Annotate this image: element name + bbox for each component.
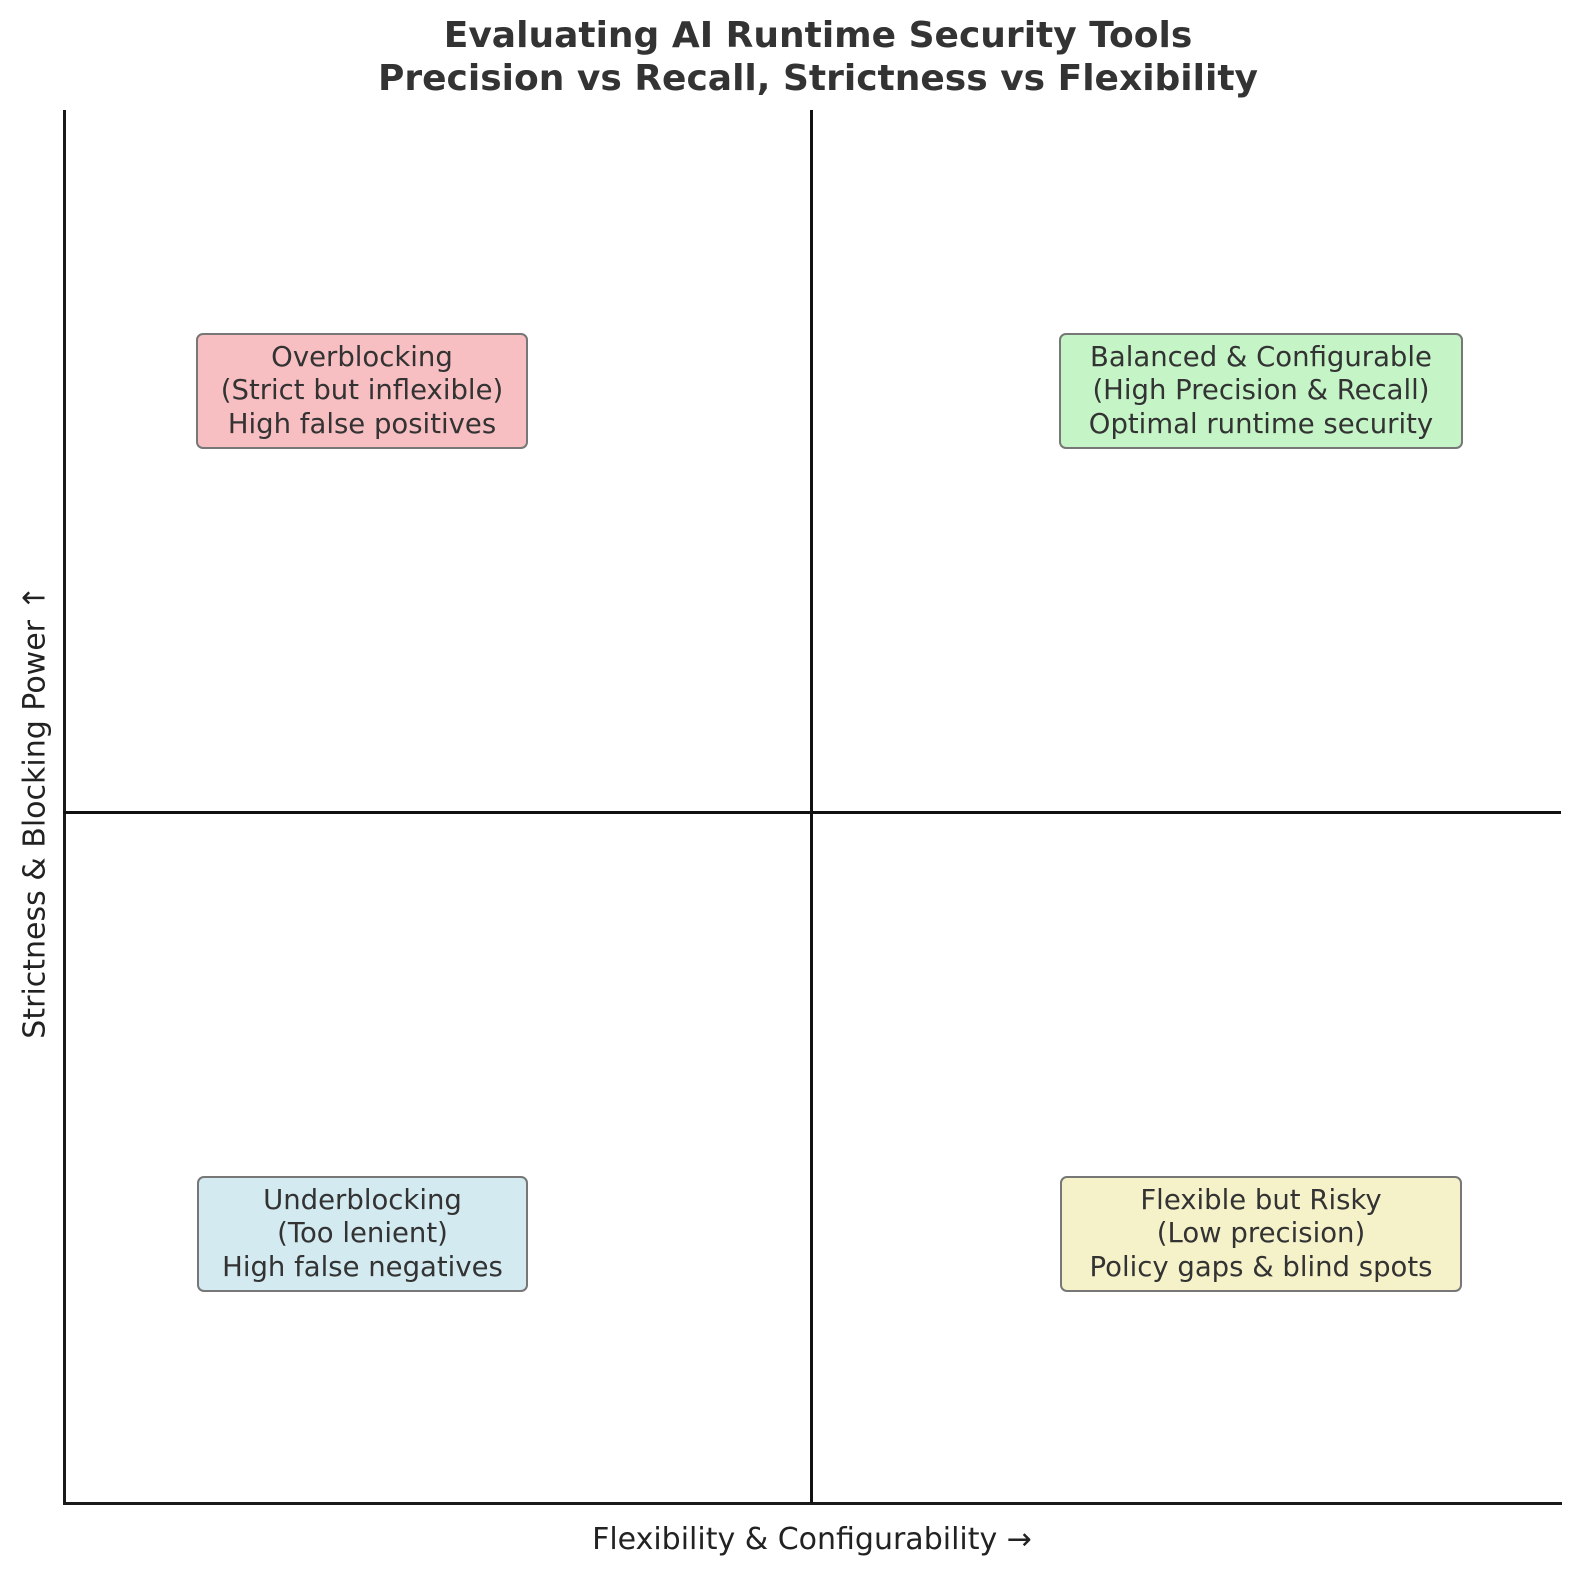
quadrant-note: High false positives (227, 407, 497, 440)
title-line-2: Precision vs Recall, Strictness vs Flexi… (378, 58, 1258, 99)
chart-title: Evaluating AI Runtime Security Tools Pre… (0, 14, 1580, 100)
quadrant-subtitle: (Low precision) (1156, 1217, 1366, 1250)
quadrant-note: Policy gaps & blind spots (1089, 1250, 1433, 1283)
x-axis-label: Flexibility & Configurability → (592, 1522, 1032, 1557)
quadrant-subtitle: (Too lenient) (277, 1217, 448, 1250)
vertical-divider (810, 110, 813, 1503)
x-axis-spine (63, 1502, 1562, 1505)
quadrant-note: Optimal runtime security (1088, 407, 1434, 440)
quadrant-note: High false negatives (222, 1250, 503, 1283)
y-axis-spine (63, 110, 66, 1505)
y-axis-label: Strictness & Blocking Power ↑ (17, 585, 53, 1039)
quadrant-title: Flexible but Risky (1140, 1183, 1382, 1216)
horizontal-divider (63, 811, 1561, 814)
quadrant-subtitle: (High Precision & Recall) (1092, 374, 1430, 407)
title-line-1: Evaluating AI Runtime Security Tools (443, 15, 1193, 56)
quadrant-subtitle: (Strict but inflexible) (220, 374, 504, 407)
quadrant-underblocking: Underblocking (Too lenient) High false n… (197, 1176, 528, 1292)
quadrant-overblocking: Overblocking (Strict but inflexible) Hig… (196, 333, 528, 449)
quadrant-title: Underblocking (263, 1183, 462, 1216)
quadrant-flexible-risky: Flexible but Risky (Low precision) Polic… (1060, 1176, 1462, 1292)
quadrant-title: Balanced & Configurable (1090, 340, 1432, 373)
quadrant-balanced: Balanced & Configurable (High Precision … (1059, 333, 1463, 449)
quadrant-title: Overblocking (271, 340, 453, 373)
